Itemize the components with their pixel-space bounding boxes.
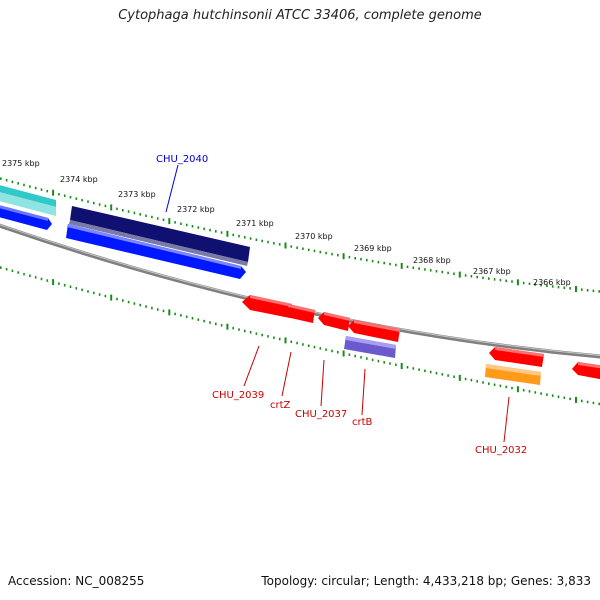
gene-red-right-1[interactable] [489, 347, 544, 367]
gene-cyan[interactable] [0, 184, 56, 216]
scale-label: 2374 kbp [60, 175, 98, 184]
scale-label: 2366 kbp [533, 278, 571, 287]
accession-text: Accession: NC_008255 [8, 574, 145, 588]
scale-label: 2372 kbp [177, 205, 215, 214]
outer-scale-ticks [0, 177, 600, 293]
gene-label-chu-2040[interactable]: CHU_2040 [156, 154, 208, 165]
gene-label-crtb[interactable]: crtB [352, 417, 373, 428]
callout-line [281, 351, 292, 397]
callout-line [243, 345, 260, 387]
gene-red-right-2[interactable] [572, 362, 600, 380]
inner-scale-ticks [0, 266, 600, 406]
gene-blue-left[interactable] [0, 204, 52, 230]
scale-label: 2370 kbp [295, 232, 333, 241]
gene-chu-2032[interactable] [485, 364, 541, 385]
gene-purple[interactable] [344, 336, 396, 358]
gene-label-chu-2037[interactable]: CHU_2037 [295, 409, 347, 420]
gene-chu-2037[interactable] [318, 312, 350, 331]
gene-label-chu-2039[interactable]: CHU_2039 [212, 390, 264, 401]
scale-label: 2371 kbp [236, 219, 274, 228]
gene-chu-2040[interactable] [69, 206, 250, 266]
callout-line [165, 164, 179, 213]
gene-label-chu-2032[interactable]: CHU_2032 [475, 445, 527, 456]
gene-label-crtz[interactable]: crtZ [270, 400, 291, 411]
topology-text: Topology: circular; Length: 4,433,218 bp… [261, 574, 591, 588]
callout-line [503, 396, 510, 443]
gene-crtb[interactable] [348, 320, 400, 342]
scale-label: 2375 kbp [2, 159, 40, 168]
callout-line [361, 368, 366, 416]
gene-chu-2039[interactable] [242, 295, 292, 318]
gene-crtz[interactable] [286, 304, 315, 323]
scale-label: 2368 kbp [413, 256, 451, 265]
map-title: Cytophaga hutchinsonii ATCC 33406, compl… [118, 8, 482, 23]
callout-line [320, 359, 325, 407]
gene-blue-right[interactable] [66, 224, 246, 279]
genome-backbone [0, 223, 600, 359]
scale-label: 2373 kbp [118, 190, 156, 199]
scale-label: 2367 kbp [473, 267, 511, 276]
scale-label: 2369 kbp [354, 244, 392, 253]
